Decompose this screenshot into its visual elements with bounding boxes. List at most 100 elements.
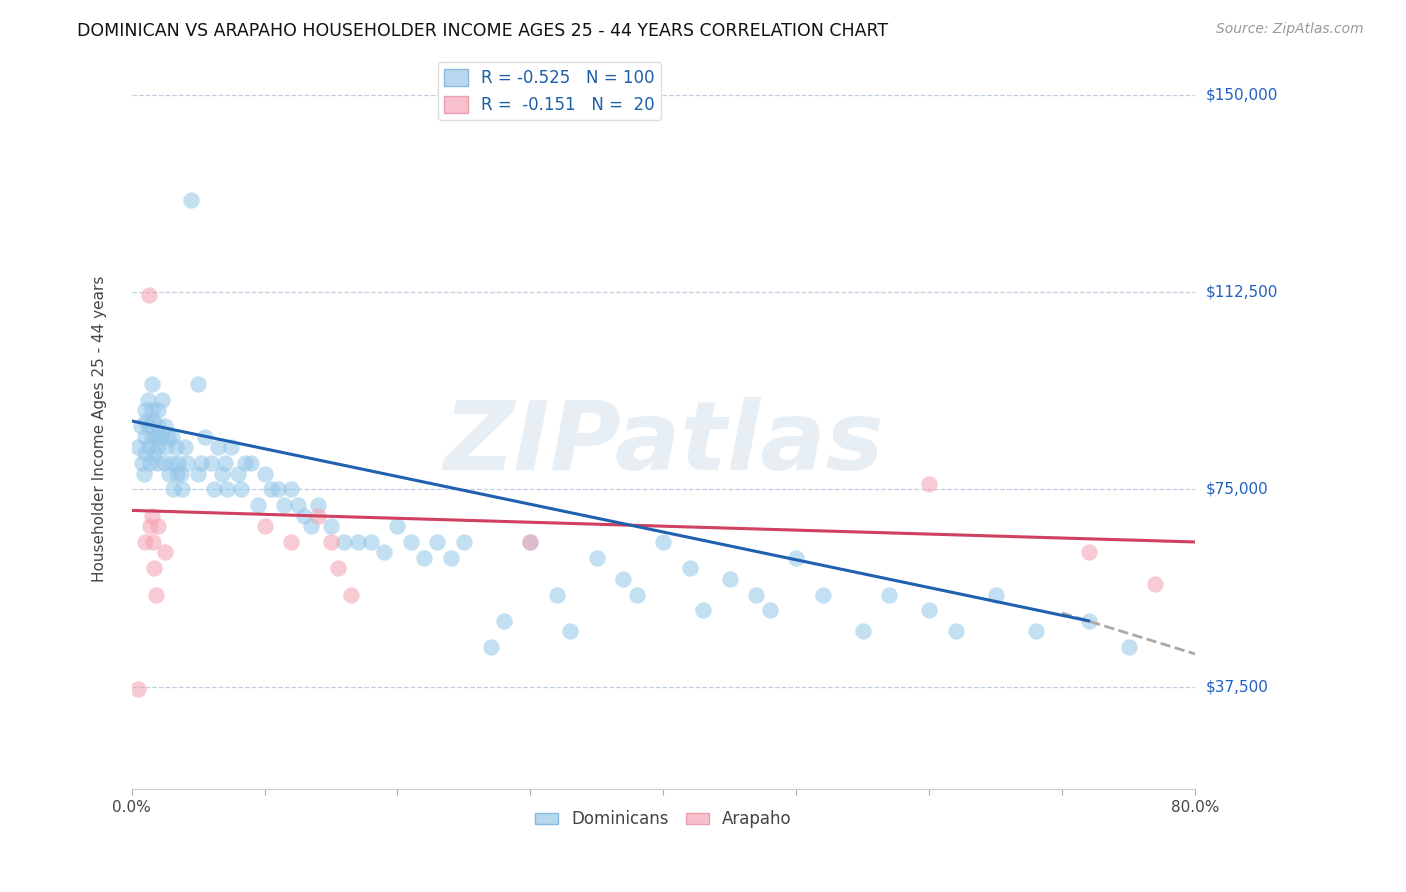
- Point: [984, 588, 1007, 602]
- Point: [246, 498, 269, 512]
- Point: [146, 456, 169, 470]
- Point: [217, 483, 239, 497]
- Point: [170, 467, 193, 481]
- Point: [180, 193, 202, 207]
- Point: [260, 483, 283, 497]
- Point: [167, 456, 190, 470]
- Point: [945, 624, 967, 639]
- Point: [333, 535, 356, 549]
- Point: [426, 535, 449, 549]
- Point: [387, 519, 409, 533]
- Point: [153, 545, 176, 559]
- Text: $37,500: $37,500: [1206, 679, 1270, 694]
- Point: [138, 287, 160, 301]
- Point: [221, 440, 243, 454]
- Point: [190, 456, 212, 470]
- Point: [879, 588, 901, 602]
- Point: [149, 430, 172, 444]
- Point: [138, 440, 160, 454]
- Point: [148, 519, 170, 533]
- Point: [340, 588, 363, 602]
- Point: [299, 519, 322, 533]
- Point: [718, 572, 741, 586]
- Point: [160, 430, 183, 444]
- Point: [138, 419, 160, 434]
- Point: [240, 456, 263, 470]
- Point: [187, 377, 209, 392]
- Point: [139, 519, 162, 533]
- Point: [811, 588, 834, 602]
- Point: [745, 588, 768, 602]
- Point: [692, 603, 714, 617]
- Point: [142, 414, 165, 428]
- Point: [142, 535, 165, 549]
- Point: [679, 561, 702, 575]
- Point: [160, 456, 183, 470]
- Point: [165, 440, 187, 454]
- Point: [492, 614, 515, 628]
- Point: [166, 467, 188, 481]
- Point: [307, 508, 329, 523]
- Point: [233, 456, 256, 470]
- Point: [207, 440, 229, 454]
- Point: [319, 519, 342, 533]
- Point: [172, 483, 194, 497]
- Point: [287, 498, 309, 512]
- Point: [148, 419, 170, 434]
- Point: [143, 445, 166, 459]
- Point: [479, 640, 502, 655]
- Point: [139, 456, 162, 470]
- Point: [156, 430, 179, 444]
- Point: [157, 467, 180, 481]
- Text: DOMINICAN VS ARAPAHO HOUSEHOLDER INCOME AGES 25 - 44 YEARS CORRELATION CHART: DOMINICAN VS ARAPAHO HOUSEHOLDER INCOME …: [77, 22, 889, 40]
- Point: [135, 414, 157, 428]
- Point: [373, 545, 395, 559]
- Point: [211, 467, 233, 481]
- Point: [200, 456, 222, 470]
- Point: [145, 430, 167, 444]
- Point: [127, 682, 149, 697]
- Point: [155, 440, 177, 454]
- Point: [307, 498, 329, 512]
- Point: [586, 550, 609, 565]
- Point: [194, 430, 217, 444]
- Point: [134, 535, 156, 549]
- Point: [294, 508, 316, 523]
- Point: [280, 483, 302, 497]
- Point: [148, 403, 170, 417]
- Point: [176, 456, 198, 470]
- Point: [132, 467, 155, 481]
- Point: [134, 403, 156, 417]
- Point: [253, 519, 276, 533]
- Point: [319, 535, 342, 549]
- Point: [229, 483, 252, 497]
- Point: [153, 419, 176, 434]
- Point: [226, 467, 249, 481]
- Point: [326, 561, 349, 575]
- Point: [136, 392, 159, 407]
- Point: [187, 467, 209, 481]
- Point: [453, 535, 475, 549]
- Point: [127, 440, 149, 454]
- Point: [758, 603, 780, 617]
- Point: [785, 550, 807, 565]
- Point: [519, 535, 541, 549]
- Point: [150, 392, 173, 407]
- Point: [148, 440, 170, 454]
- Point: [141, 430, 163, 444]
- Point: [626, 588, 648, 602]
- Point: [273, 498, 295, 512]
- Point: [141, 377, 163, 392]
- Point: [173, 440, 195, 454]
- Point: [440, 550, 463, 565]
- Point: [162, 483, 184, 497]
- Point: [141, 508, 163, 523]
- Point: [253, 467, 276, 481]
- Point: [214, 456, 236, 470]
- Point: [560, 624, 582, 639]
- Point: [1077, 614, 1099, 628]
- Text: $112,500: $112,500: [1206, 285, 1278, 300]
- Point: [652, 535, 675, 549]
- Point: [134, 430, 156, 444]
- Point: [612, 572, 634, 586]
